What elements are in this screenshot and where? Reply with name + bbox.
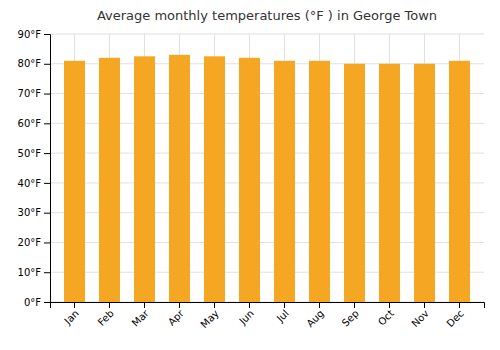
tick-label: Feb bbox=[96, 308, 116, 328]
tick: 60°F bbox=[18, 118, 50, 129]
tick: 30°F bbox=[18, 207, 50, 218]
tick-label: Jan bbox=[61, 308, 80, 327]
bar bbox=[414, 64, 435, 302]
bar bbox=[449, 61, 470, 302]
bar bbox=[134, 56, 155, 302]
tick-mark bbox=[459, 302, 460, 308]
tick: 80°F bbox=[18, 58, 50, 69]
bar bbox=[99, 58, 120, 302]
tick: Aug bbox=[304, 302, 326, 329]
tick-label: 80°F bbox=[18, 58, 42, 69]
tick: Sep bbox=[340, 302, 361, 329]
tick: Dec bbox=[444, 302, 465, 329]
tick-label: Dec bbox=[444, 308, 465, 329]
plot: 0°F 10°F 20°F 30°F 40°F 50°F 60°F 70°F 80°F 90°F J… bbox=[18, 29, 485, 330]
tick: 20°F bbox=[18, 237, 50, 248]
tick: May bbox=[198, 302, 220, 330]
title: Average monthly temperatures (°F ) in Ge… bbox=[97, 8, 437, 23]
tick-mark bbox=[74, 302, 75, 308]
tick-label: 90°F bbox=[18, 29, 42, 40]
tick-label: Oct bbox=[376, 308, 396, 328]
tick: 50°F bbox=[18, 148, 50, 159]
y-axis: 0°F 10°F 20°F 30°F 40°F 50°F 60°F 70°F 80°F 90°F bbox=[18, 29, 51, 308]
bar bbox=[169, 55, 190, 302]
tick-mark bbox=[44, 153, 50, 154]
tick: 70°F bbox=[18, 88, 50, 99]
tick: 40°F bbox=[18, 178, 50, 189]
tick: Nov bbox=[409, 302, 431, 329]
tick: 10°F bbox=[18, 267, 50, 278]
bar bbox=[64, 61, 85, 302]
tick-label: 40°F bbox=[18, 178, 42, 189]
tick-mark bbox=[44, 64, 50, 65]
tick-label: 30°F bbox=[18, 207, 42, 218]
tick-mark bbox=[44, 302, 50, 303]
bars bbox=[64, 55, 470, 302]
bar bbox=[344, 64, 365, 302]
tick-mark bbox=[354, 302, 355, 308]
tick: Jan bbox=[61, 302, 80, 327]
tick: 90°F bbox=[18, 29, 50, 40]
tick-label: 60°F bbox=[18, 118, 42, 129]
tick-label: Mar bbox=[130, 307, 152, 329]
tick-label: Jul bbox=[274, 308, 291, 325]
tick-label: Aug bbox=[304, 308, 326, 330]
axis-line bbox=[44, 35, 51, 303]
tick-label: 10°F bbox=[18, 267, 42, 278]
x-axis: Jan Feb Mar Apr May Jun Jul Aug Sep Oct Nov Dec bbox=[51, 302, 485, 330]
tick-label: 70°F bbox=[18, 88, 42, 99]
tick-mark bbox=[44, 183, 50, 184]
tick-label: Sep bbox=[340, 308, 361, 329]
grid-line bbox=[50, 34, 484, 35]
tick-label: 50°F bbox=[18, 148, 42, 159]
grid bbox=[50, 34, 484, 302]
bar bbox=[379, 64, 400, 302]
tick-mark bbox=[144, 302, 145, 308]
tick-mark bbox=[109, 302, 110, 308]
bar bbox=[274, 61, 295, 302]
tick: Jul bbox=[274, 302, 291, 325]
tick: Oct bbox=[376, 302, 396, 328]
tick-mark bbox=[44, 242, 50, 243]
axis-line bbox=[51, 303, 485, 309]
tick: Apr bbox=[166, 302, 187, 328]
tick-label: Apr bbox=[166, 307, 187, 328]
tick: Feb bbox=[96, 302, 116, 328]
bar bbox=[239, 58, 260, 302]
tick: Mar bbox=[130, 302, 152, 329]
tick-label: Jun bbox=[236, 308, 256, 328]
tick: Jun bbox=[236, 302, 256, 327]
tick: 0°F bbox=[24, 297, 50, 308]
tick-mark bbox=[424, 302, 425, 308]
tick-mark bbox=[44, 123, 50, 124]
tick-label: May bbox=[198, 308, 220, 330]
tick-mark bbox=[284, 302, 285, 308]
tick-mark bbox=[179, 302, 180, 308]
tick-mark bbox=[319, 302, 320, 308]
tick-mark bbox=[389, 302, 390, 308]
tick-mark bbox=[44, 213, 50, 214]
bar bbox=[309, 61, 330, 302]
bar bbox=[204, 56, 225, 302]
tick-mark bbox=[214, 302, 215, 308]
tick-label: Nov bbox=[409, 308, 431, 330]
tick-label: 20°F bbox=[18, 237, 42, 248]
tick-mark bbox=[249, 302, 250, 308]
tick-mark bbox=[44, 94, 50, 95]
tick-mark bbox=[44, 34, 50, 35]
chart: 0°F 10°F 20°F 30°F 40°F 50°F 60°F 70°F 80°F 90°F J… bbox=[0, 0, 500, 350]
tick-label: 0°F bbox=[24, 297, 41, 308]
tick-mark bbox=[44, 272, 50, 273]
